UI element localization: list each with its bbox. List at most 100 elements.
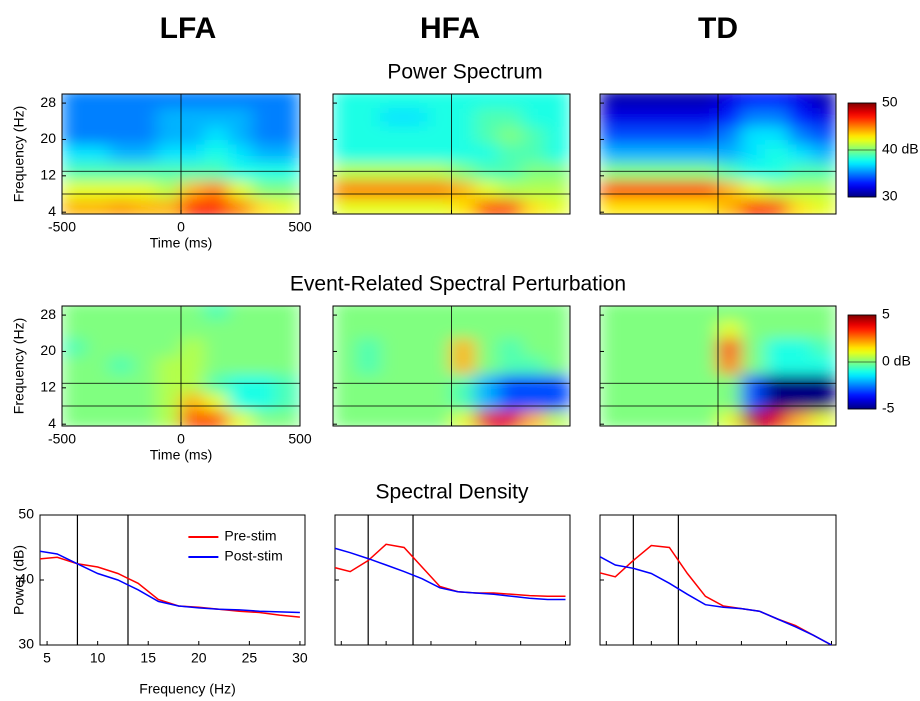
heatmap-cell bbox=[62, 143, 87, 163]
heatmap-cell bbox=[156, 107, 182, 127]
heatmap-cell bbox=[251, 306, 277, 321]
heatmap-cell bbox=[498, 410, 524, 426]
heatmap-cell bbox=[451, 179, 476, 200]
x-tick-label: 30 bbox=[292, 650, 308, 666]
heatmap-cell bbox=[600, 125, 625, 145]
heatmap-cell bbox=[811, 410, 836, 426]
heatmap-cell bbox=[275, 391, 300, 412]
heatmap-cell bbox=[811, 355, 836, 375]
chart-title: Event-Related Spectral Perturbation bbox=[290, 273, 626, 296]
heatmap-cell bbox=[132, 391, 158, 412]
heatmap-cell bbox=[275, 198, 300, 214]
heatmap-cell bbox=[204, 179, 230, 200]
heatmap-cell bbox=[811, 125, 836, 145]
heatmap-cell bbox=[764, 94, 790, 109]
heatmap-cell bbox=[379, 125, 405, 145]
heatmap-cell bbox=[623, 198, 648, 214]
heatmap-cell bbox=[427, 198, 452, 214]
heatmap-cell bbox=[109, 306, 134, 321]
heatmap-cell bbox=[228, 306, 253, 321]
heatmap-cell bbox=[109, 94, 134, 109]
series-line bbox=[600, 544, 832, 645]
heatmap-cell bbox=[474, 198, 500, 214]
x-tick-label: -500 bbox=[48, 431, 76, 447]
heatmap-cell bbox=[109, 179, 134, 200]
heatmap-cell bbox=[717, 306, 743, 321]
heatmap-cell bbox=[156, 410, 182, 426]
y-tick-label: 50 bbox=[18, 506, 34, 522]
heatmap-cell bbox=[451, 391, 476, 412]
heatmap-cell bbox=[788, 125, 813, 145]
heatmap-cell bbox=[788, 179, 813, 200]
heatmap-cell bbox=[670, 391, 695, 412]
heatmap-cell bbox=[788, 410, 813, 426]
series-line bbox=[40, 556, 300, 618]
heatmap-cell bbox=[62, 94, 87, 109]
colorbar-tick-label: 50 bbox=[882, 94, 898, 110]
heatmap-cell bbox=[379, 198, 405, 214]
heatmap-cell bbox=[623, 125, 648, 145]
heatmap-cell bbox=[498, 319, 524, 339]
heatmap-cell bbox=[811, 391, 836, 412]
heatmap-cell bbox=[333, 410, 358, 426]
heatmap-cell bbox=[545, 306, 570, 321]
heatmap-cell bbox=[156, 391, 182, 412]
heatmap-cell bbox=[356, 410, 381, 426]
heatmap-cell bbox=[379, 306, 405, 321]
heatmap-cell bbox=[451, 306, 476, 321]
heatmap-cell bbox=[403, 337, 429, 357]
heatmap-cell bbox=[132, 143, 158, 163]
heatmap-cell bbox=[545, 143, 570, 163]
heatmap-cell bbox=[600, 410, 625, 426]
heatmap-cell bbox=[132, 337, 158, 357]
heatmap-cell bbox=[764, 198, 790, 214]
heatmap-cell bbox=[427, 107, 452, 127]
heatmap-cell bbox=[545, 337, 570, 357]
y-tick-label: 30 bbox=[18, 636, 34, 652]
heatmap-cell bbox=[670, 143, 695, 163]
heatmap-cell bbox=[204, 198, 230, 214]
heatmap-cell bbox=[156, 319, 182, 339]
heatmap-cell bbox=[85, 94, 111, 109]
heatmap-cell bbox=[474, 143, 500, 163]
heatmap-cell bbox=[379, 107, 405, 127]
y-tick-label: 40 bbox=[18, 571, 34, 587]
heatmap-cell bbox=[693, 306, 719, 321]
heatmap-cell bbox=[403, 94, 429, 109]
heatmap-cell bbox=[451, 410, 476, 426]
heatmap-cell bbox=[356, 355, 381, 375]
heatmap-cell bbox=[356, 391, 381, 412]
heatmap-cell bbox=[545, 179, 570, 200]
heatmap-cell bbox=[180, 198, 206, 214]
heatmap-cell bbox=[474, 94, 500, 109]
heatmap-cell bbox=[693, 410, 719, 426]
heatmap-cell bbox=[741, 319, 766, 339]
heatmap-cell bbox=[764, 306, 790, 321]
heatmap-cell bbox=[522, 198, 547, 214]
heatmap-cell bbox=[132, 198, 158, 214]
heatmap-cell bbox=[811, 198, 836, 214]
heatmap-cell bbox=[109, 337, 134, 357]
heatmap-cell bbox=[228, 198, 253, 214]
heatmap-cell bbox=[379, 143, 405, 163]
heatmap-cell bbox=[717, 355, 743, 375]
heatmap bbox=[62, 306, 300, 426]
heatmap-cell bbox=[788, 143, 813, 163]
heatmap-cell bbox=[132, 179, 158, 200]
heatmap-cell bbox=[228, 337, 253, 357]
heatmap-cell bbox=[600, 391, 625, 412]
heatmap-cell bbox=[764, 107, 790, 127]
axes-frame bbox=[39, 514, 306, 646]
heatmap-cell bbox=[498, 94, 524, 109]
heatmap-cell bbox=[522, 125, 547, 145]
heatmap-cell bbox=[646, 410, 672, 426]
heatmap-cell bbox=[62, 337, 87, 357]
heatmap-cell bbox=[623, 391, 648, 412]
heatmap-cell bbox=[109, 355, 134, 375]
heatmap-cell bbox=[545, 410, 570, 426]
heatmap-cell bbox=[275, 143, 300, 163]
heatmap-cell bbox=[474, 125, 500, 145]
heatmap-cell bbox=[600, 355, 625, 375]
heatmap-cell bbox=[764, 391, 790, 412]
heatmap-cell bbox=[356, 143, 381, 163]
